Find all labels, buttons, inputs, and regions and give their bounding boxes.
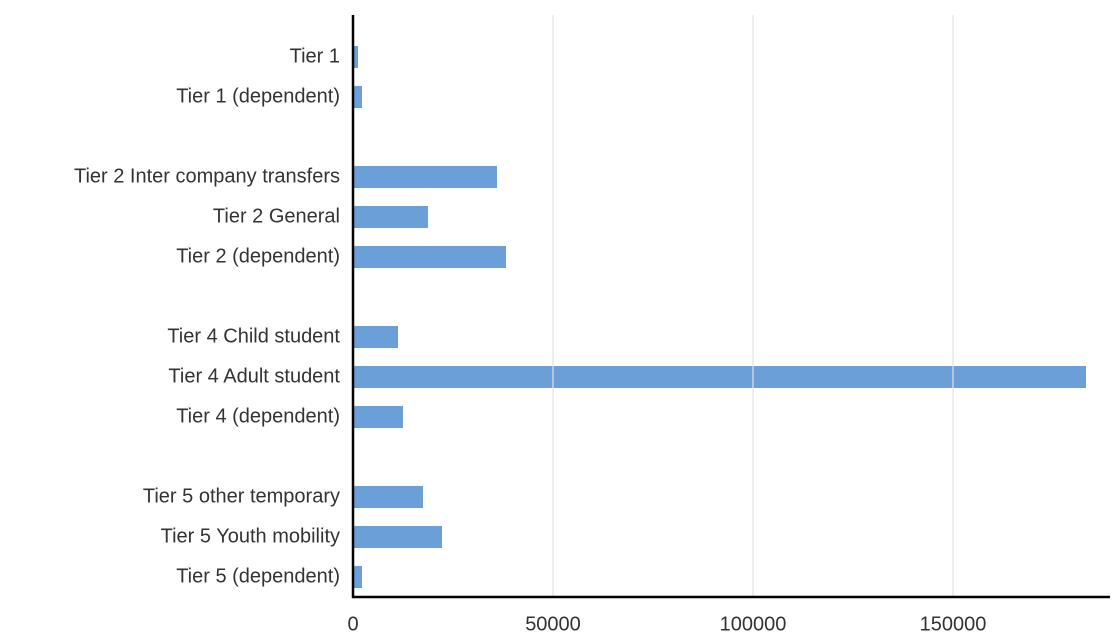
y-tick-label: Tier 2 (dependent) <box>176 245 340 267</box>
y-tick-label: Tier 2 Inter company transfers <box>74 165 340 187</box>
y-tick-label: Tier 4 Adult student <box>168 365 340 387</box>
y-tick-label: Tier 4 Child student <box>167 325 340 347</box>
x-tick-label: 100000 <box>720 613 787 634</box>
y-tick-label: Tier 1 (dependent) <box>176 85 340 107</box>
bar <box>353 566 362 588</box>
bars <box>353 46 1086 588</box>
bar <box>353 206 428 228</box>
bar <box>353 366 1086 388</box>
bar <box>353 246 506 268</box>
bar <box>353 46 358 68</box>
y-tick-label: Tier 4 (dependent) <box>176 405 340 427</box>
y-tick-label: Tier 5 other temporary <box>143 485 340 507</box>
y-tick-label: Tier 1 <box>290 45 340 67</box>
overlay <box>552 15 954 597</box>
bar <box>353 86 362 108</box>
bar <box>353 526 442 548</box>
bar <box>353 486 423 508</box>
bar <box>353 166 497 188</box>
x-tick-label: 150000 <box>920 613 987 634</box>
x-tick-label: 0 <box>347 613 358 634</box>
bar <box>353 406 403 428</box>
y-tick-label: Tier 5 Youth mobility <box>161 525 340 547</box>
y-tick-label: Tier 2 General <box>213 205 340 227</box>
x-tick-label: 50000 <box>525 613 581 634</box>
bar <box>353 326 398 348</box>
y-tick-label: Tier 5 (dependent) <box>176 565 340 587</box>
